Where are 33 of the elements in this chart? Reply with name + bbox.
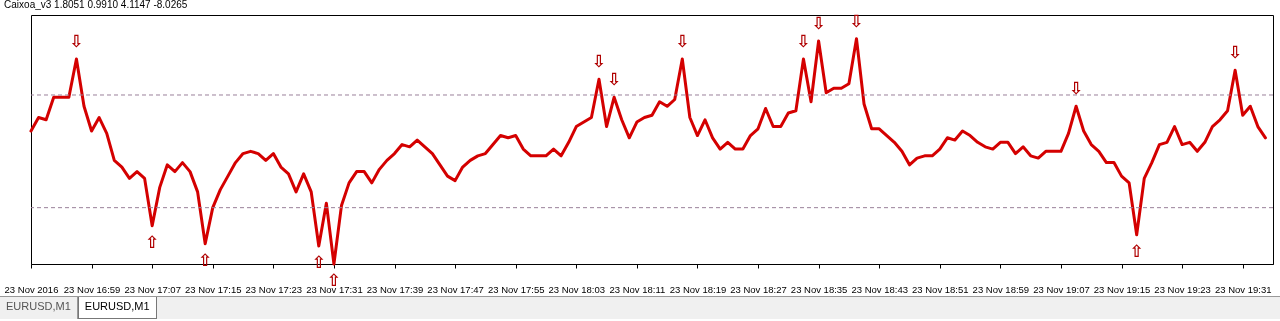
x-tick-label: 23 Nov 18:59 <box>972 283 1030 295</box>
annotation: ⇩ <box>1068 78 1084 99</box>
x-tick-label: 23 Nov 18:35 <box>790 283 848 295</box>
x-tick-label: 23 Nov 2016 <box>4 283 59 295</box>
x-tick-label: 23 Nov 19:15 <box>1093 283 1151 295</box>
x-tick-label: 23 Nov 19:31 <box>1214 283 1272 295</box>
x-tick-label: 23 Nov 17:55 <box>487 283 545 295</box>
annotation: ⇩ <box>849 10 864 31</box>
x-tick-label: 23 Nov 17:07 <box>124 283 181 295</box>
annotation: ⇧ <box>145 231 160 252</box>
annotation: ⇩ <box>796 30 811 51</box>
x-tick-label: 23 Nov 17:15 <box>185 283 242 295</box>
annotation: ⇩ <box>675 30 690 51</box>
x-tick-label: 23 Nov 17:23 <box>245 283 303 295</box>
annotation: ⇩ <box>811 12 826 33</box>
x-tick-label: 23 Nov 18:11 <box>609 283 666 295</box>
x-tick-label: 23 Nov 19:07 <box>1033 283 1090 295</box>
annotation: ⇩ <box>69 30 84 51</box>
x-tick-label: 23 Nov 17:47 <box>427 283 484 295</box>
annotation: ⇩ <box>1228 42 1243 63</box>
x-tick-label: 23 Nov 16:59 <box>63 283 121 295</box>
annotation: ⇩ <box>607 69 622 90</box>
x-tick-label: 23 Nov 18:43 <box>851 283 908 295</box>
annotation: ⇩ <box>591 51 607 72</box>
annotation: ⇧ <box>1129 240 1144 261</box>
x-tick-label: 23 Nov 18:19 <box>669 283 727 295</box>
x-tick-label: 23 Nov 18:27 <box>730 283 787 295</box>
x-tick-label: 23 Nov 19:23 <box>1154 283 1211 295</box>
text: EURUSD,M1 <box>0 297 78 319</box>
x-tick-label: 23 Nov 18:03 <box>548 283 606 295</box>
x-tick-label: 23 Nov 17:39 <box>366 283 424 295</box>
chart-title: Caixoa_v3 1.8051 0.9910 4.1147 -8.0265 <box>4 0 188 10</box>
x-tick-label: 23 Nov 18:51 <box>912 283 969 295</box>
